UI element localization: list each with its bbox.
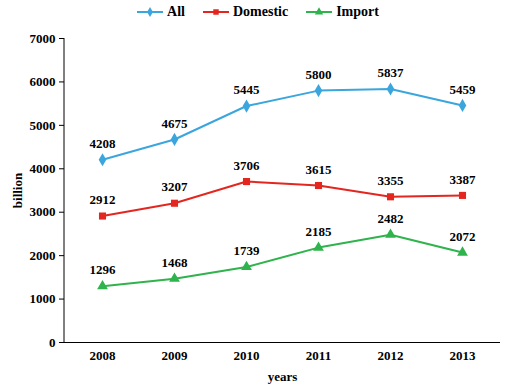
svg-text:2185: 2185 <box>306 224 333 239</box>
html-text:Import: Import <box>336 4 379 19</box>
svg-text:3355: 3355 <box>378 173 405 188</box>
svg-text:4208: 4208 <box>90 136 117 151</box>
svg-text:2012: 2012 <box>378 348 404 363</box>
svg-text:4000: 4000 <box>30 161 56 176</box>
html-text:Domestic: Domestic <box>233 4 289 19</box>
svg-text:years: years <box>268 369 298 384</box>
svg-text:1296: 1296 <box>90 262 117 277</box>
svg-text:2912: 2912 <box>90 192 116 207</box>
svg-text:1468: 1468 <box>162 255 189 270</box>
svg-text:6000: 6000 <box>30 74 56 89</box>
svg-text:3615: 3615 <box>306 162 333 177</box>
svg-text:2011: 2011 <box>306 348 331 363</box>
svg-text:2010: 2010 <box>234 348 260 363</box>
svg-text:2000: 2000 <box>30 248 56 263</box>
svg-text:5445: 5445 <box>234 82 261 97</box>
svg-text:7000: 7000 <box>30 31 56 46</box>
svg-text:5837: 5837 <box>378 65 405 80</box>
svg-text:2008: 2008 <box>90 348 117 363</box>
svg-text:2072: 2072 <box>450 229 476 244</box>
svg-text:3000: 3000 <box>30 204 56 219</box>
svg-text:4675: 4675 <box>162 116 189 131</box>
svg-text:5000: 5000 <box>30 118 56 133</box>
svg-text:3207: 3207 <box>162 179 189 194</box>
svg-text:1739: 1739 <box>234 243 261 258</box>
svg-text:5459: 5459 <box>450 82 477 97</box>
svg-text:3387: 3387 <box>450 172 477 187</box>
svg-text:2482: 2482 <box>378 211 404 226</box>
svg-text:billion: billion <box>10 172 25 208</box>
svg-text:2009: 2009 <box>162 348 189 363</box>
svg-text:5800: 5800 <box>306 67 332 82</box>
svg-text:1000: 1000 <box>30 291 56 306</box>
html-text:All: All <box>167 4 185 19</box>
svg-text:3706: 3706 <box>234 158 261 173</box>
svg-text:0: 0 <box>49 335 56 350</box>
svg-text:2013: 2013 <box>450 348 477 363</box>
